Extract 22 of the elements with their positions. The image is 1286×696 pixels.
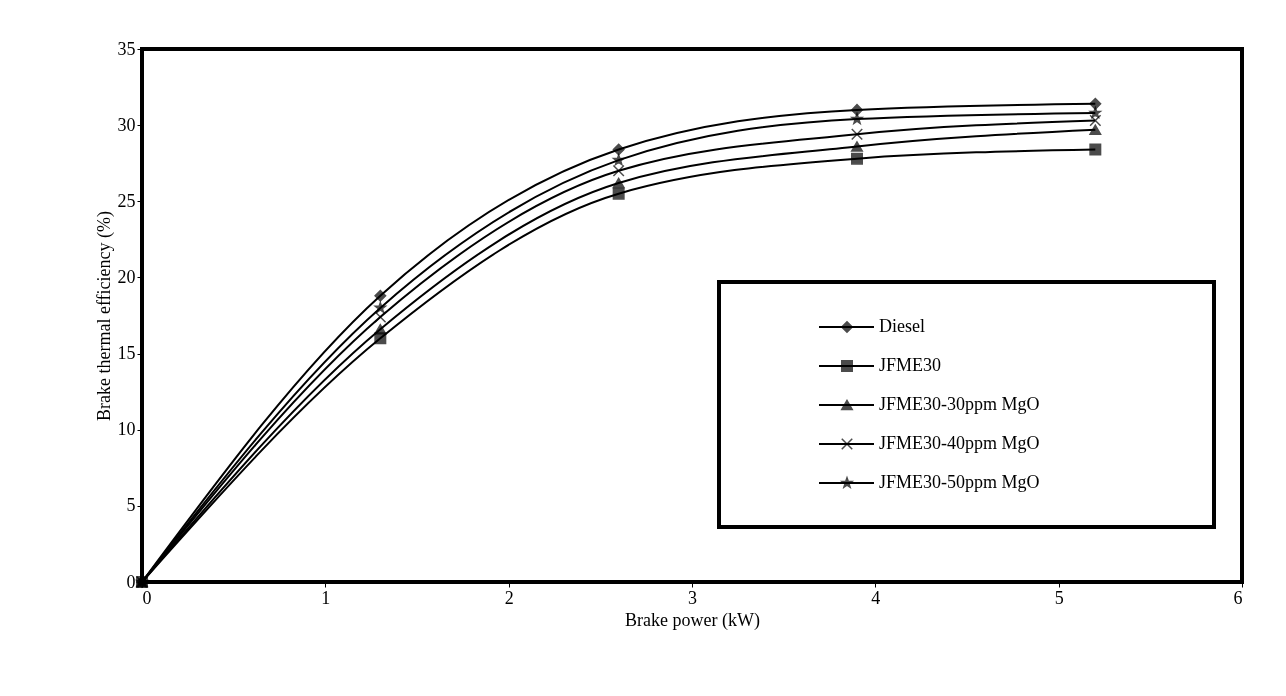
y-tick-label: 5 [126,495,136,516]
y-tick-label: 15 [117,343,136,364]
y-tick-label: 20 [117,266,136,287]
legend-label: Diesel [879,316,925,336]
x-tick-label: 2 [504,587,514,608]
legend-label: JFME30-30ppm MgO [879,394,1040,414]
x-tick-label: 0 [142,587,152,608]
x-tick-label: 4 [871,587,881,608]
y-tick-label: 35 [117,38,136,59]
legend-label: JFME30-50ppm MgO [879,472,1040,492]
y-tick-label: 10 [117,419,136,440]
y-axis-title: Brake thermal efficiency (%) [93,210,115,422]
legend-label: JFME30 [879,355,942,375]
x-tick-label: 1 [321,587,331,608]
x-axis-title: Brake power (kW) [625,609,760,631]
x-tick-label: 3 [688,587,697,608]
legend-label: JFME30-40ppm MgO [879,433,1040,453]
y-tick-label: 0 [126,571,136,592]
x-tick-label: 6 [1233,587,1243,608]
y-tick-label: 25 [117,190,136,211]
y-tick-label: 30 [117,114,136,135]
x-tick-label: 5 [1054,587,1064,608]
